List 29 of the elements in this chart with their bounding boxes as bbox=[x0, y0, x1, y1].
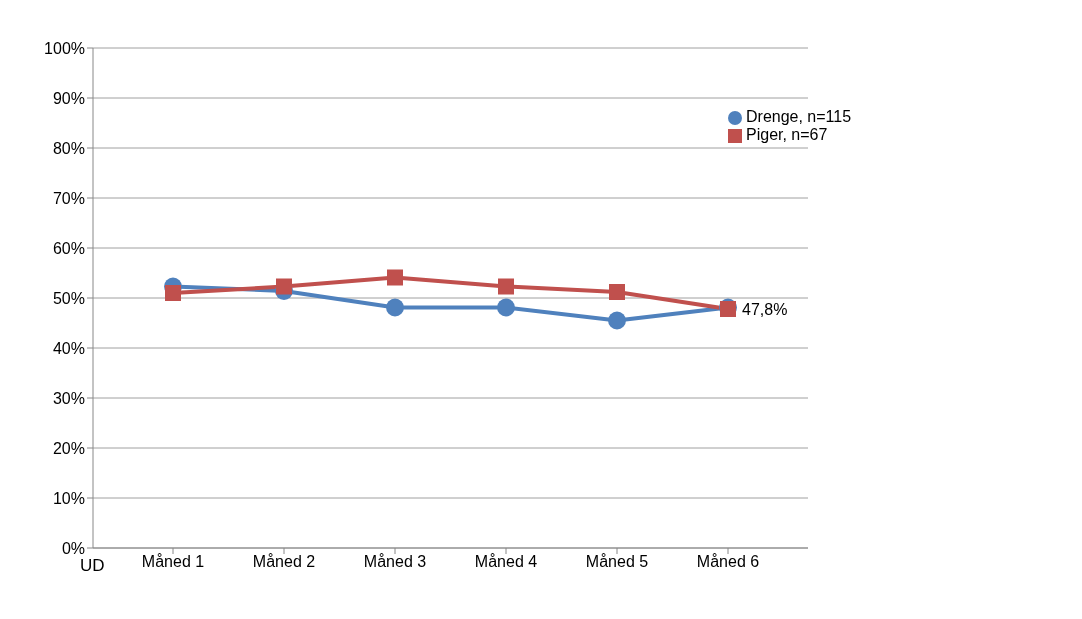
point bbox=[497, 298, 515, 317]
x-tick-label: Måned 2 bbox=[252, 553, 316, 571]
y-tick-label: 40% bbox=[52, 339, 85, 357]
y-tick-label: 100% bbox=[44, 39, 85, 57]
data-label: 47,8% bbox=[742, 301, 788, 318]
point bbox=[165, 285, 181, 301]
point bbox=[386, 298, 404, 317]
x-tick-label: Måned 1 bbox=[141, 553, 205, 571]
x-tick-label: Måned 3 bbox=[363, 553, 427, 571]
point bbox=[498, 278, 514, 295]
y-tick-label: 90% bbox=[52, 89, 85, 107]
legend-label: Drenge, n=115 bbox=[746, 108, 852, 125]
legend-label: Piger, n=67 bbox=[746, 126, 828, 143]
y-tick-label: 80% bbox=[52, 139, 85, 157]
text: UD bbox=[80, 556, 105, 576]
y-tick-label: 60% bbox=[52, 239, 85, 257]
point bbox=[387, 269, 403, 286]
y-tick-label: 20% bbox=[52, 439, 85, 457]
y-tick-label: 70% bbox=[52, 189, 85, 207]
point bbox=[609, 284, 625, 300]
x-tick-label: Måned 5 bbox=[585, 553, 649, 571]
point bbox=[608, 311, 626, 330]
y-tick-label: 30% bbox=[52, 389, 85, 407]
point bbox=[276, 278, 292, 295]
y-tick-label: 50% bbox=[52, 289, 85, 307]
x-tick-label: Måned 6 bbox=[696, 553, 760, 571]
y-tick-label: 10% bbox=[52, 489, 85, 507]
x-tick-label: Måned 4 bbox=[474, 553, 538, 571]
y-tick-label: 0% bbox=[61, 539, 85, 557]
